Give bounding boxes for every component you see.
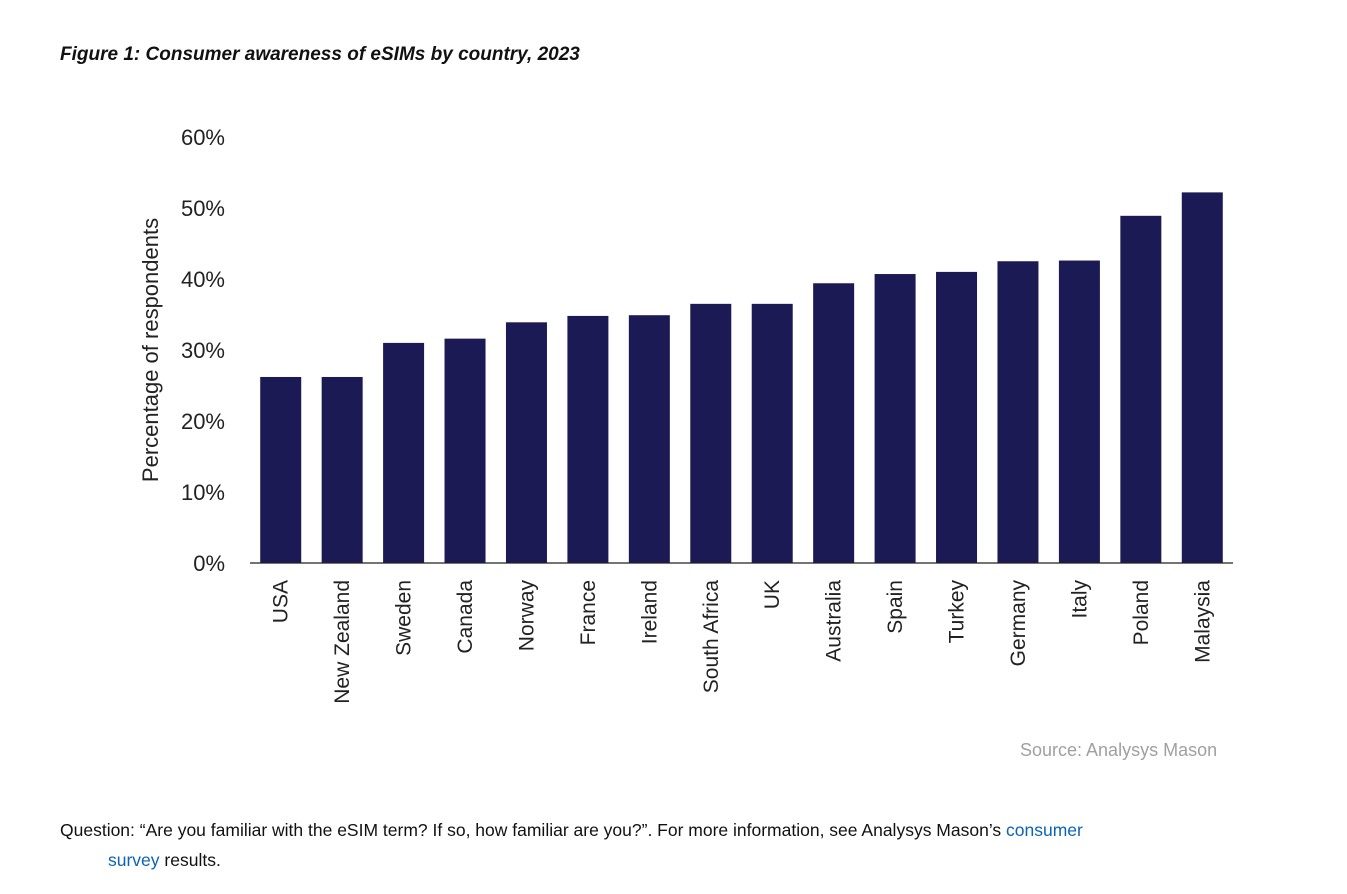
bar-uk [751,303,793,563]
bar-norway [505,322,547,563]
bar-italy [1058,260,1100,563]
x-tick-label: Poland [1130,580,1153,645]
y-tick-label: 30% [181,338,225,363]
bar-australia [813,283,855,563]
consumer-survey-link-cont[interactable]: survey [108,850,160,870]
note-text: Question: “Are you familiar with the eSI… [60,820,1007,840]
y-tick-label: 50% [181,196,225,221]
question-note: Question: “Are you familiar with the eSI… [60,815,1320,875]
bar-sweden [383,342,425,563]
consumer-survey-link[interactable]: consumer [1006,820,1083,840]
x-tick-label: Malaysia [1191,580,1214,663]
y-tick-label: 40% [181,267,225,292]
figure-title: Figure 1: Consumer awareness of eSIMs by… [60,44,580,65]
bar-spain [874,274,916,563]
bar-south-africa [690,303,732,563]
note-text-end: results. [159,850,221,870]
x-tick-label: Italy [1068,580,1091,619]
x-tick-label: Spain [884,580,907,634]
bar-canada [444,338,486,563]
source-note: Source: Analysys Mason [1020,740,1218,760]
x-tick-label: Germany [1007,580,1030,667]
x-tick-label: Australia [823,580,846,662]
y-tick-label: 20% [181,409,225,434]
x-tick-label: USA [270,580,293,623]
x-tick-label: Turkey [946,580,969,644]
bar-new-zealand [321,376,363,563]
x-tick-label: Ireland [638,580,661,644]
x-tick-label: Norway [515,580,538,652]
y-tick-label: 10% [181,480,225,505]
x-tick-label: UK [761,580,784,609]
bar-germany [997,261,1039,563]
x-tick-label: Sweden [393,580,416,656]
bar-usa [260,376,302,563]
bar-turkey [936,271,978,563]
y-tick-label: 0% [193,551,225,576]
x-tick-label: Canada [454,580,477,654]
x-tick-label: New Zealand [331,580,354,704]
bar-france [567,315,609,563]
bar-malaysia [1181,192,1223,563]
bar-poland [1120,215,1162,563]
bar-ireland [628,315,670,563]
y-tick-label: 60% [181,125,225,150]
x-tick-label: South Africa [700,580,723,694]
x-tick-label: France [577,580,600,645]
y-axis-label: Percentage of respondents [138,218,163,482]
